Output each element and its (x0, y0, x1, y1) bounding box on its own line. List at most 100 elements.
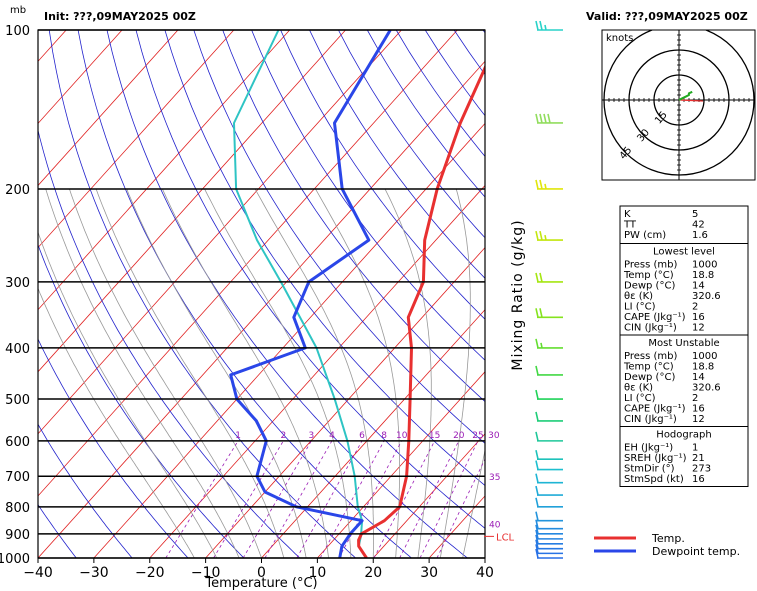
stats-value: 1000 (692, 351, 717, 362)
stats-label: θε (K) (624, 383, 653, 394)
wind-barb-flag (547, 113, 551, 124)
mixing-ratio-label: 1 (235, 431, 241, 441)
stats-label: CIN (Jkg⁻¹) (624, 323, 677, 334)
temperature-curve (357, 64, 485, 558)
stats-label: CAPE (Jkg⁻¹) (624, 312, 686, 323)
stats-label: Temp (°C) (623, 270, 674, 281)
dry-adiabat-line (48, 30, 356, 558)
stats-label: Temp (°C) (623, 362, 674, 373)
stats-value: 12 (692, 414, 705, 425)
mixing-ratio-extra-35: 35 (489, 473, 500, 483)
wind-barb-flag (535, 411, 539, 422)
lcl-label: LCL (496, 532, 515, 543)
stats-value: 2 (692, 393, 698, 404)
mixing-ratio-line (296, 440, 363, 558)
x-tick-label: −20 (135, 565, 165, 581)
dry-adiabat-line (38, 128, 301, 558)
isotherm-line (38, 30, 346, 373)
dry-adiabat-line (251, 30, 485, 361)
stats-value: 1000 (692, 260, 717, 271)
dry-adiabat-line (38, 338, 189, 558)
stats-value: 21 (692, 453, 705, 464)
stats-label: CAPE (Jkg⁻¹) (624, 404, 686, 415)
init-time-label: Init: ???,09MAY2025 00Z (44, 10, 196, 23)
isotherm-line (93, 122, 485, 558)
stats-value: 320.6 (692, 383, 721, 394)
wind-barb-flag (535, 450, 539, 460)
stats-value: 16 (692, 312, 705, 323)
isotherm-line (38, 30, 290, 311)
stats-value: 273 (692, 464, 711, 475)
moist-adiabat-line (45, 188, 240, 558)
pressure-unit-label: mb (10, 5, 26, 16)
stats-label: Dewp (°C) (624, 372, 675, 383)
mixing-ratio-label: 15 (429, 431, 440, 441)
stats-label: StmDir (°) (624, 464, 675, 475)
wind-barb-flag (535, 497, 539, 508)
wind-barb-flag (539, 308, 543, 318)
wind-barb-half-flag (544, 234, 547, 241)
wind-barb (535, 450, 563, 461)
wind-barb (535, 179, 563, 190)
hodograph-units-label: knots (606, 33, 633, 44)
pressure-tick-label: 400 (5, 342, 30, 357)
dry-adiabat-line (135, 30, 485, 529)
dry-adiabat-line (309, 30, 485, 279)
wind-barb-flag (535, 511, 539, 521)
wind-barb (535, 473, 563, 484)
pressure-tick-label: 700 (5, 470, 30, 485)
stats-value: 12 (692, 323, 705, 334)
isotherm-line (38, 30, 179, 187)
mixing-ratio-label: 25 (472, 431, 483, 441)
isotherm-line (372, 433, 485, 558)
stats-indices-box (619, 205, 749, 244)
wind-barb-flag (535, 431, 539, 442)
mixing-ratio-line (338, 440, 403, 558)
x-tick-label: −40 (23, 565, 53, 581)
isotherm-line (38, 30, 123, 125)
stats-label: EH (Jkg⁻¹) (624, 443, 673, 454)
mixing-ratio-label: 6 (359, 431, 365, 441)
valid-time-label: Valid: ???,09MAY2025 00Z (586, 10, 748, 23)
wind-barb (535, 460, 563, 471)
wind-barb-flag (535, 365, 539, 376)
wind-barb (535, 113, 563, 124)
moist-adiabat-line (462, 448, 485, 558)
pressure-tick-label: 1000 (0, 552, 30, 567)
stats-section-box (619, 243, 749, 336)
dry-adiabat-line (164, 30, 485, 486)
mixing-ratio-label: 4 (329, 431, 335, 441)
mixing-ratio-line (399, 440, 460, 558)
isotherm-line (38, 30, 402, 435)
wind-barb-flag (535, 519, 539, 529)
wind-barb-flag (539, 272, 543, 283)
wind-barb-flag (539, 20, 543, 31)
stats-label: TT (623, 220, 637, 231)
isotherm-line (38, 60, 485, 558)
stats-label: StmSpd (kt) (624, 474, 684, 485)
mixing-ratio-label: 30 (488, 431, 500, 441)
moist-adiabat-line (38, 231, 218, 558)
x-tick-label: 40 (476, 565, 494, 581)
x-tick-label: 20 (364, 565, 382, 581)
wind-barb-flag (535, 338, 539, 349)
wind-barb-flag (539, 113, 543, 124)
stats-label: LI (°C) (624, 393, 656, 404)
wind-barb (535, 338, 563, 349)
stats-section-title: Lowest level (653, 247, 715, 258)
x-tick-label: −10 (191, 565, 221, 581)
wind-barb-flag (539, 179, 543, 190)
pressure-tick-label: 500 (5, 393, 30, 408)
stats-label: LI (°C) (624, 302, 656, 313)
wind-barb-flag (535, 460, 539, 470)
wind-barb (535, 485, 563, 496)
mixing-ratio-label: 20 (453, 431, 465, 441)
mixing-ratio-extra-40: 40 (489, 520, 501, 530)
isotherm-line (149, 184, 485, 558)
wind-barb-flag (535, 272, 539, 283)
wind-barb-flag (535, 230, 539, 241)
stats-label: SREH (Jkg⁻¹) (624, 453, 687, 464)
stats-value: 2 (692, 302, 698, 313)
stats-label: CIN (Jkg⁻¹) (624, 414, 677, 425)
